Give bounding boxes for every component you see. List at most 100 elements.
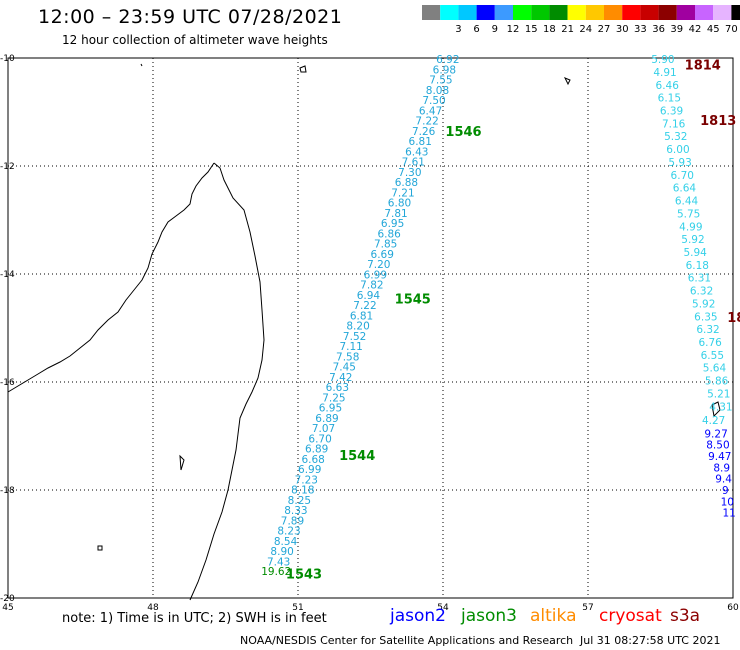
legend-swatch (585, 5, 604, 20)
wave-height-value: 7.43 (267, 556, 290, 568)
mission-jason2: jason2 (390, 606, 446, 626)
wave-height-value: 7.22 (353, 300, 376, 312)
x-tick-label: 45 (2, 603, 13, 613)
y-tick-label: -20 (0, 594, 15, 604)
wave-height-value: 6.88 (395, 177, 418, 189)
wave-height-value: 6.69 (371, 249, 394, 261)
y-tick-label: -18 (0, 486, 15, 496)
wave-height-value: 9.47 (708, 451, 731, 463)
wave-height-value: 10 (721, 496, 734, 508)
wave-height-value: 6.35 (694, 311, 717, 323)
legend-swatch (713, 5, 732, 20)
wave-height-value: 6.81 (409, 136, 432, 148)
mission-jason3: jason3 (461, 606, 517, 626)
wave-height-value: 5.94 (683, 247, 707, 259)
x-tick-label: 54 (437, 603, 449, 613)
wave-height-value: 8.9 (713, 462, 730, 474)
x-tick-label: 57 (582, 603, 593, 613)
wave-height-value: 7.42 (329, 372, 352, 384)
wave-height-value: 7.16 (662, 118, 686, 130)
legend-label: 3 (455, 24, 461, 35)
x-tick-label: 48 (147, 603, 159, 613)
wave-height-value: 7.50 (422, 95, 445, 107)
wave-height-value: 7.30 (398, 167, 421, 179)
wave-height-value: 8.08 (426, 85, 449, 97)
wave-height-value: 5.92 (681, 234, 704, 246)
wave-height-value: 6.86 (377, 228, 401, 240)
wave-height-value: 7.21 (391, 187, 414, 199)
legend-label: 45 (707, 24, 720, 35)
wave-height-value: 7.20 (367, 259, 390, 271)
wave-height-value: 5.64 (703, 363, 727, 375)
tromelin-island (563, 77, 571, 86)
legend-label: 9 (492, 24, 498, 35)
wave-height-value: 7.25 (322, 392, 345, 404)
footer-credit: NOAA/NESDIS Center for Satellite Applica… (240, 634, 574, 647)
wave-height-value: 9.4 (715, 474, 732, 486)
wave-height-value: 7.26 (412, 126, 436, 138)
wave-height-value: 6.44 (675, 196, 699, 208)
legend-swatch (458, 5, 477, 20)
wave-height-value: 7.45 (333, 362, 356, 374)
wave-height-value: 6.95 (381, 218, 404, 230)
wave-height-value: 7.89 (281, 515, 304, 527)
mission-cryosat: cryosat (599, 606, 662, 626)
legend-swatch (494, 5, 513, 20)
wave-height-value: 11 (722, 508, 735, 520)
reunion-island (97, 545, 103, 551)
wave-height-value: 7.82 (360, 280, 383, 292)
wave-height-value: 6.64 (673, 183, 697, 195)
wave-height-value: 6.47 (419, 105, 442, 117)
legend-swatch (676, 5, 695, 20)
wave-height-value: 5.93 (668, 157, 691, 169)
legend-label: 30 (616, 24, 629, 35)
legend-label: 12 (507, 24, 520, 35)
wave-height-value: 8.18 (291, 485, 314, 497)
wave-height-value: 9.27 (704, 428, 727, 440)
mission-s3a: s3a (670, 606, 701, 626)
wave-height-value: 6.99 (298, 464, 321, 476)
wave-height-value: 6.98 (433, 64, 456, 76)
wave-height-value: 5.86 (705, 376, 729, 388)
glorioso-island (140, 63, 143, 67)
wave-height-value: 8.23 (277, 526, 300, 538)
legend-swatch (476, 5, 495, 20)
wave-height-value: 7.11 (339, 341, 362, 353)
wave-height-value: 7.22 (415, 116, 438, 128)
chart-subtitle: 12 hour collection of altimeter wave hei… (62, 33, 328, 47)
mauritius-island (711, 401, 721, 418)
wave-height-value: 6.89 (305, 444, 328, 456)
legend-swatch (440, 5, 459, 20)
legend-label: 24 (579, 24, 592, 35)
wave-height-value: 7.61 (402, 157, 425, 169)
y-tick-label: -14 (0, 270, 15, 280)
wave-height-value: 6.70 (671, 170, 694, 182)
x-tick-label: 51 (292, 603, 303, 613)
pass-number-label: 1543 (286, 568, 322, 583)
wave-height-value: 6.92 (436, 54, 459, 66)
wave-height-value: 5.75 (677, 208, 700, 220)
legend-swatch (695, 5, 714, 20)
legend-swatch (622, 5, 641, 20)
pass-number-label: 1546 (445, 125, 481, 140)
legend-swatch (422, 5, 441, 20)
legend-label: 36 (652, 24, 665, 35)
wave-height-value: 5.21 (707, 388, 730, 400)
legend-label: 15 (525, 24, 538, 35)
legend-swatch (658, 5, 677, 20)
wave-height-value: 5.90 (651, 54, 674, 66)
wave-height-value: 6.76 (698, 337, 722, 349)
pass-number-label: 1813 (700, 114, 736, 129)
wave-height-value: 6.15 (658, 93, 681, 105)
wave-height-value: 5.32 (664, 131, 687, 143)
legend-label: 18 (543, 24, 556, 35)
legend-swatch (731, 5, 740, 20)
wave-height-value: 19.62 (261, 566, 291, 578)
pass-labels: 1546 1545 1544 1543 1814 1813 18 (286, 58, 740, 582)
wave-height-value: 6.68 (301, 454, 324, 466)
wave-height-value: 6.99 (364, 269, 387, 281)
wave-height-value: 7.07 (312, 423, 335, 435)
y-tick-label: -12 (0, 162, 15, 172)
wave-height-value: 5.92 (692, 298, 715, 310)
